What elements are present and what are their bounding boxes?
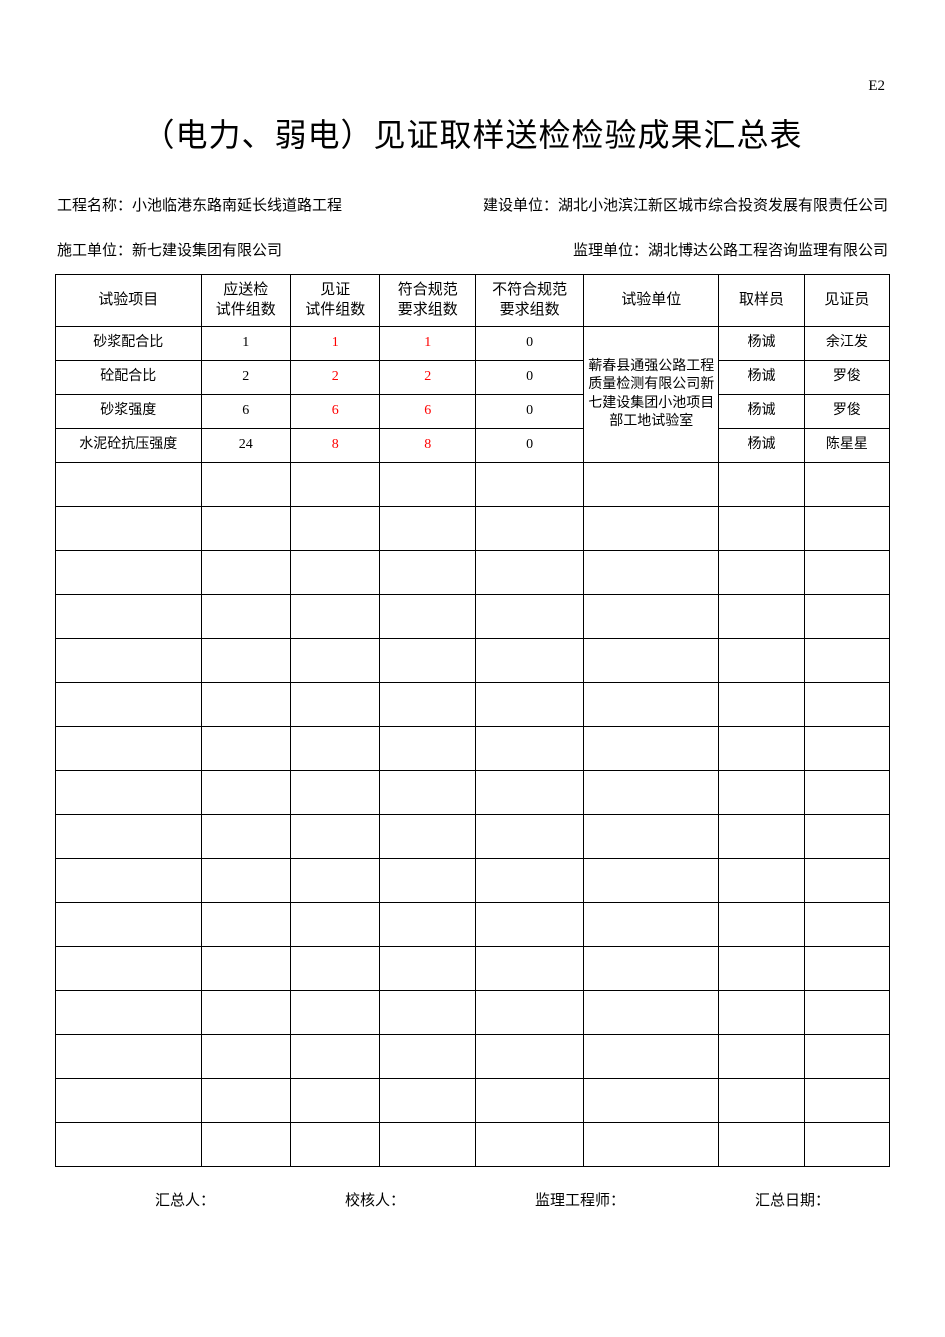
cell-test-unit: 蕲春县通强公路工程质量检测有限公司新七建设集团小池项目部工地试验室 (584, 327, 719, 463)
cell-item: 砼配合比 (56, 361, 202, 395)
cell-pass: 2 (380, 361, 476, 395)
cell-sampler: 杨诚 (719, 361, 804, 395)
cell-due: 1 (201, 327, 290, 361)
owner-value: 湖北小池滨江新区城市综合投资发展有限责任公司 (558, 198, 888, 214)
signer-checker: 校核人： (345, 1189, 405, 1210)
cell-witnesser: 余江发 (804, 327, 889, 361)
cell-witness: 1 (291, 327, 380, 361)
cell-sampler: 杨诚 (719, 395, 804, 429)
table-row-empty (56, 639, 890, 683)
table-row-empty (56, 551, 890, 595)
cell-witness: 6 (291, 395, 380, 429)
cell-fail: 0 (476, 361, 584, 395)
cell-fail: 0 (476, 395, 584, 429)
col-test-unit: 试验单位 (584, 275, 719, 327)
cell-item: 砂浆强度 (56, 395, 202, 429)
table-row: 水泥砼抗压强度 24 8 8 0 杨诚 陈星星 (56, 429, 890, 463)
cell-pass: 1 (380, 327, 476, 361)
meta-row-project-owner: 工程名称：小池临港东路南延长线道路工程 建设单位：湖北小池滨江新区城市综合投资发… (55, 194, 890, 215)
cell-fail: 0 (476, 327, 584, 361)
table-body: 砂浆配合比 1 1 1 0 蕲春县通强公路工程质量检测有限公司新七建设集团小池项… (56, 327, 890, 1167)
contractor-label: 施工单位： (57, 243, 132, 259)
col-fail-count: 不符合规范要求组数 (476, 275, 584, 327)
signer-supervisor: 监理工程师： (535, 1189, 625, 1210)
col-sampler: 取样员 (719, 275, 804, 327)
cell-witnesser: 罗俊 (804, 361, 889, 395)
table-row-empty (56, 507, 890, 551)
table-row-empty (56, 991, 890, 1035)
col-test-item: 试验项目 (56, 275, 202, 327)
cell-item: 砂浆配合比 (56, 327, 202, 361)
owner-name: 建设单位：湖北小池滨江新区城市综合投资发展有限责任公司 (483, 194, 888, 215)
table-row-empty (56, 1123, 890, 1167)
footer-signatures: 汇总人： 校核人： 监理工程师： 汇总日期： (55, 1189, 890, 1210)
cell-due: 24 (201, 429, 290, 463)
table-row-empty (56, 1035, 890, 1079)
cell-fail: 0 (476, 429, 584, 463)
project-value: 小池临港东路南延长线道路工程 (132, 198, 342, 214)
cell-sampler: 杨诚 (719, 429, 804, 463)
table-row-empty (56, 859, 890, 903)
cell-witnesser: 罗俊 (804, 395, 889, 429)
table-row-empty (56, 463, 890, 507)
contractor-name: 施工单位：新七建设集团有限公司 (57, 239, 282, 260)
col-witness-count: 见证试件组数 (291, 275, 380, 327)
table-row-empty (56, 903, 890, 947)
cell-item: 水泥砼抗压强度 (56, 429, 202, 463)
supervisor-name: 监理单位：湖北博达公路工程咨询监理有限公司 (573, 239, 888, 260)
table-row-empty (56, 815, 890, 859)
meta-row-contractor-supervisor: 施工单位：新七建设集团有限公司 监理单位：湖北博达公路工程咨询监理有限公司 (55, 239, 890, 260)
table-header-row: 试验项目 应送检试件组数 见证试件组数 符合规范要求组数 不符合规范要求组数 试… (56, 275, 890, 327)
owner-label: 建设单位： (483, 198, 558, 214)
col-due-count: 应送检试件组数 (201, 275, 290, 327)
cell-sampler: 杨诚 (719, 327, 804, 361)
table-row-empty (56, 595, 890, 639)
cell-witnesser: 陈星星 (804, 429, 889, 463)
project-label: 工程名称： (57, 198, 132, 214)
page-marker: E2 (868, 78, 885, 95)
col-pass-count: 符合规范要求组数 (380, 275, 476, 327)
table-row: 砼配合比 2 2 2 0 杨诚 罗俊 (56, 361, 890, 395)
table-row-empty (56, 947, 890, 991)
col-witnesser: 见证员 (804, 275, 889, 327)
signer-date: 汇总日期： (755, 1189, 830, 1210)
cell-due: 6 (201, 395, 290, 429)
table-row-empty (56, 683, 890, 727)
cell-pass: 8 (380, 429, 476, 463)
project-name: 工程名称：小池临港东路南延长线道路工程 (57, 194, 342, 215)
table-row-empty (56, 1079, 890, 1123)
table-row: 砂浆配合比 1 1 1 0 蕲春县通强公路工程质量检测有限公司新七建设集团小池项… (56, 327, 890, 361)
cell-due: 2 (201, 361, 290, 395)
supervisor-label: 监理单位： (573, 243, 648, 259)
table-row-empty (56, 727, 890, 771)
summary-table: 试验项目 应送检试件组数 见证试件组数 符合规范要求组数 不符合规范要求组数 试… (55, 274, 890, 1167)
cell-pass: 6 (380, 395, 476, 429)
contractor-value: 新七建设集团有限公司 (132, 243, 282, 259)
signer-summary: 汇总人： (155, 1189, 215, 1210)
cell-witness: 2 (291, 361, 380, 395)
cell-witness: 8 (291, 429, 380, 463)
form-title: （电力、弱电）见证取样送检检验成果汇总表 (55, 110, 890, 156)
table-row-empty (56, 771, 890, 815)
table-row: 砂浆强度 6 6 6 0 杨诚 罗俊 (56, 395, 890, 429)
supervisor-value: 湖北博达公路工程咨询监理有限公司 (648, 243, 888, 259)
